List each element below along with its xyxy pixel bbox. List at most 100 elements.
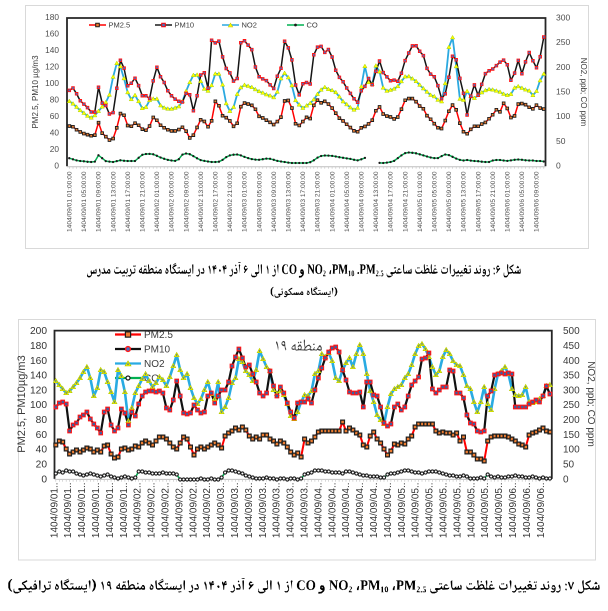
svg-text:1404/09/02 17:00:00: 1404/09/02 17:00:00 xyxy=(213,171,220,232)
svg-text:60: 60 xyxy=(36,430,48,441)
svg-text:1404/09/05 21:00:00: 1404/09/05 21:00:00 xyxy=(490,171,497,232)
svg-text:NO2, ppb; CO ppm: NO2, ppb; CO ppm xyxy=(585,361,596,447)
svg-text:1404/09/01 05:00:00: 1404/09/01 05:00:00 xyxy=(81,171,88,232)
svg-text:1404/09/02 13:00:00: 1404/09/02 13:00:00 xyxy=(198,171,205,232)
svg-text:1404/09/03 09:00:00: 1404/09/03 09:00:00 xyxy=(271,171,278,232)
svg-text:1404/09/02 09:00:00: 1404/09/02 09:00:00 xyxy=(183,171,190,232)
svg-text:20: 20 xyxy=(36,460,48,471)
svg-text:450: 450 xyxy=(563,341,580,352)
svg-text:1404/09/06..: 1404/09/06.. xyxy=(508,483,519,539)
svg-text:200: 200 xyxy=(30,326,47,337)
svg-text:1404/09/05..: 1404/09/05.. xyxy=(452,483,463,539)
svg-text:180: 180 xyxy=(45,12,59,22)
svg-text:150: 150 xyxy=(563,430,580,441)
svg-text:1404/09/04 21:00:00: 1404/09/04 21:00:00 xyxy=(402,171,409,232)
svg-text:1404/09/03..: 1404/09/03.. xyxy=(300,483,311,539)
svg-text:1404/09/03..: 1404/09/03.. xyxy=(272,483,283,539)
svg-text:1404/09/03 21:00:00: 1404/09/03 21:00:00 xyxy=(315,171,322,232)
svg-text:40: 40 xyxy=(50,128,60,138)
svg-text:1404/09/05 05:00:00: 1404/09/05 05:00:00 xyxy=(432,171,439,232)
svg-text:1404/09/06 09:00:00: 1404/09/06 09:00:00 xyxy=(534,171,541,232)
svg-text:120: 120 xyxy=(30,385,47,396)
svg-text:1404/09/06..: 1404/09/06.. xyxy=(522,483,533,539)
svg-text:60: 60 xyxy=(50,111,60,121)
svg-text:1404/09/03..: 1404/09/03.. xyxy=(230,483,241,539)
svg-text:0: 0 xyxy=(54,160,59,170)
svg-text:1404/09/03 17:00:00: 1404/09/03 17:00:00 xyxy=(300,171,307,232)
svg-text:1404/09/01 21:00:00: 1404/09/01 21:00:00 xyxy=(140,171,147,232)
svg-text:1404/09/05..: 1404/09/05.. xyxy=(480,483,491,539)
svg-text:1404/09/01 09:00:00: 1404/09/01 09:00:00 xyxy=(96,171,103,232)
svg-text:NO2: NO2 xyxy=(144,359,165,370)
svg-text:1404/09/01 13:00:00: 1404/09/01 13:00:00 xyxy=(110,171,117,232)
svg-text:1404/09/02..: 1404/09/02.. xyxy=(133,483,144,539)
svg-text:120: 120 xyxy=(45,62,59,72)
svg-text:1404/09/03..: 1404/09/03.. xyxy=(216,483,227,539)
svg-text:80: 80 xyxy=(36,415,48,426)
svg-text:200: 200 xyxy=(563,415,580,426)
svg-text:1404/09/04 17:00:00: 1404/09/04 17:00:00 xyxy=(388,171,395,232)
svg-text:NO2, ppb; CO ppm: NO2, ppb; CO ppm xyxy=(579,58,588,127)
svg-text:200: 200 xyxy=(556,62,570,72)
svg-text:1404/09/01..: 1404/09/01.. xyxy=(91,483,102,539)
svg-text:1404/09/06 05:00:00: 1404/09/06 05:00:00 xyxy=(519,171,526,232)
svg-text:1404/09/04 01:00:00: 1404/09/04 01:00:00 xyxy=(329,171,336,232)
svg-text:150: 150 xyxy=(556,87,570,97)
svg-text:1404/09/05 01:00:00: 1404/09/05 01:00:00 xyxy=(417,171,424,232)
svg-text:1404/09/01..: 1404/09/01.. xyxy=(49,483,60,539)
svg-text:1404/09/01 01:00:00: 1404/09/01 01:00:00 xyxy=(67,171,74,232)
svg-text:1404/09/04 05:00:00: 1404/09/04 05:00:00 xyxy=(344,171,351,232)
svg-text:0: 0 xyxy=(563,474,569,485)
svg-text:180: 180 xyxy=(30,341,47,352)
svg-text:160: 160 xyxy=(45,29,59,39)
svg-text:1404/09/02 21:00:00: 1404/09/02 21:00:00 xyxy=(227,171,234,232)
svg-text:PM2.5: PM2.5 xyxy=(109,21,131,30)
svg-text:0: 0 xyxy=(556,161,561,171)
svg-text:1404/09/05 17:00:00: 1404/09/05 17:00:00 xyxy=(475,171,482,232)
svg-text:1404/09/05..: 1404/09/05.. xyxy=(397,483,408,539)
svg-text:1404/09/05 13:00:00: 1404/09/05 13:00:00 xyxy=(461,171,468,232)
svg-text:250: 250 xyxy=(556,37,570,47)
svg-text:PM2.5: PM2.5 xyxy=(144,330,173,341)
svg-text:300: 300 xyxy=(563,385,580,396)
svg-text:1404/09/03..: 1404/09/03.. xyxy=(244,483,255,539)
svg-text:1404/09/02..: 1404/09/02.. xyxy=(147,483,158,539)
svg-text:PM10: PM10 xyxy=(144,345,171,356)
svg-text:100: 100 xyxy=(563,445,580,456)
svg-text:1404/09/06 01:00:00: 1404/09/06 01:00:00 xyxy=(505,171,512,232)
svg-text:100: 100 xyxy=(45,78,59,88)
svg-text:1404/09/06..: 1404/09/06.. xyxy=(536,483,547,539)
svg-text:500: 500 xyxy=(563,326,580,337)
svg-text:1404/09/02..: 1404/09/02.. xyxy=(188,483,199,539)
svg-text:1404/09/03 05:00:00: 1404/09/03 05:00:00 xyxy=(256,171,263,232)
svg-text:NO2: NO2 xyxy=(242,21,257,30)
svg-text:1404/09/01 17:00:00: 1404/09/01 17:00:00 xyxy=(125,171,132,232)
svg-text:1404/09/02 01:00:00: 1404/09/02 01:00:00 xyxy=(154,171,161,232)
svg-text:1404/09/03 13:00:00: 1404/09/03 13:00:00 xyxy=(286,171,293,232)
svg-text:300: 300 xyxy=(556,12,570,22)
svg-text:400: 400 xyxy=(563,356,580,367)
svg-text:1404/09/05..: 1404/09/05.. xyxy=(411,483,422,539)
svg-text:1404/09/05..: 1404/09/05.. xyxy=(494,483,505,539)
svg-text:1404/09/05 09:00:00: 1404/09/05 09:00:00 xyxy=(446,171,453,232)
svg-text:1404/09/05..: 1404/09/05.. xyxy=(439,483,450,539)
svg-text:1404/09/04..: 1404/09/04.. xyxy=(341,483,352,539)
svg-text:140: 140 xyxy=(30,371,47,382)
svg-text:100: 100 xyxy=(30,400,47,411)
svg-text:250: 250 xyxy=(563,400,580,411)
svg-text:50: 50 xyxy=(563,460,575,471)
svg-text:1404/09/01..: 1404/09/01.. xyxy=(77,483,88,539)
svg-text:1404/09/03..: 1404/09/03.. xyxy=(286,483,297,539)
svg-text:1404/09/04..: 1404/09/04.. xyxy=(327,483,338,539)
svg-text:0: 0 xyxy=(41,474,47,485)
svg-text:50: 50 xyxy=(556,136,566,146)
svg-text:1404/09/03..: 1404/09/03.. xyxy=(258,483,269,539)
svg-text:1404/09/04..: 1404/09/04.. xyxy=(313,483,324,539)
svg-text:PM2.5, PM10 µg/m3: PM2.5, PM10 µg/m3 xyxy=(31,55,40,129)
svg-text:1404/09/03 01:00:00: 1404/09/03 01:00:00 xyxy=(242,171,249,232)
svg-text:1404/09/02..: 1404/09/02.. xyxy=(174,483,185,539)
svg-text:1404/09/05..: 1404/09/05.. xyxy=(425,483,436,539)
svg-text:1404/09/04..: 1404/09/04.. xyxy=(369,483,380,539)
svg-text:1404/09/05..: 1404/09/05.. xyxy=(466,483,477,539)
svg-text:350: 350 xyxy=(563,371,580,382)
